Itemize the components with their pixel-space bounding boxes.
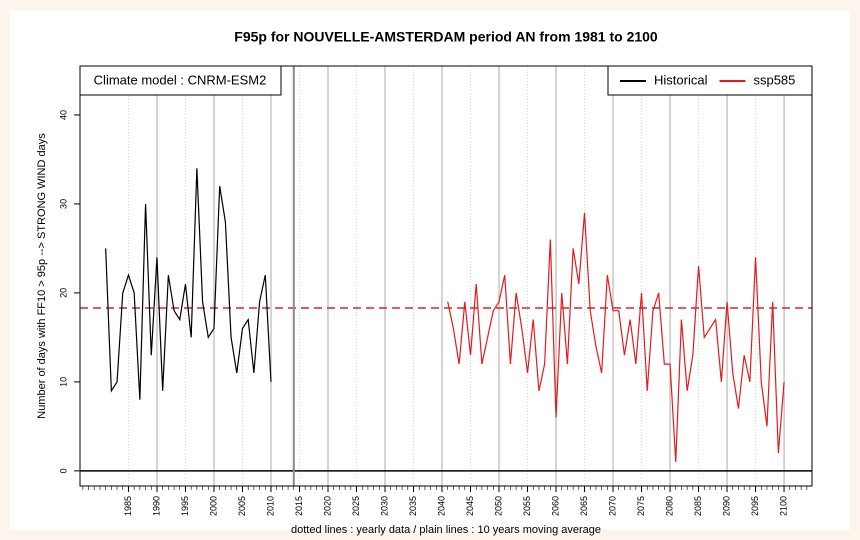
legend-label: Historical [654, 72, 708, 87]
x-tick-label: 2060 [550, 496, 560, 516]
x-tick-label: 2015 [294, 496, 304, 516]
annotation: Climate model : CNRM-ESM2 [94, 72, 267, 87]
x-tick-label: 2025 [351, 496, 361, 516]
x-axis-label: dotted lines : yearly data / plain lines… [291, 524, 601, 536]
plot-frame [79, 65, 813, 487]
chart-title: F95p for NOUVELLE-AMSTERDAM period AN fr… [234, 29, 658, 45]
x-tick-label: 2100 [778, 496, 788, 516]
background [10, 10, 850, 530]
x-tick-label: 2090 [721, 496, 731, 516]
x-tick-label: 2005 [237, 496, 247, 516]
data-line [105, 168, 272, 400]
x-tick-label: 2020 [322, 496, 332, 516]
x-tick-label: 2075 [636, 496, 646, 516]
annotation-box [79, 65, 282, 96]
x-tick-label: 2055 [522, 496, 532, 516]
x-tick-label: 2040 [436, 496, 446, 516]
y-tick-label: 30 [58, 199, 68, 209]
x-tick-label: 2095 [750, 496, 760, 516]
x-tick-label: 2010 [265, 496, 275, 516]
x-tick-label: 1995 [180, 496, 190, 516]
x-tick-label: 2030 [379, 496, 389, 516]
x-tick-label: 1990 [151, 496, 161, 516]
y-tick-label: 20 [58, 288, 68, 298]
data-line [447, 212, 785, 463]
x-tick-label: 2065 [579, 496, 589, 516]
x-tick-label: 2045 [465, 496, 475, 516]
legend-label: ssp585 [753, 72, 795, 87]
x-tick-label: 2050 [493, 496, 503, 516]
y-tick-label: 10 [58, 377, 68, 387]
x-tick-label: 2000 [208, 496, 218, 516]
x-tick-label: 2085 [693, 496, 703, 516]
y-tick-label: 0 [58, 468, 68, 473]
x-tick-label: 2035 [408, 496, 418, 516]
x-tick-label: 1985 [123, 496, 133, 516]
y-axis-label: Number of days with FF10 > 95p --> STRON… [36, 133, 48, 419]
x-tick-label: 2070 [607, 496, 617, 516]
x-tick-label: 2080 [664, 496, 674, 516]
y-tick-label: 40 [58, 110, 68, 120]
